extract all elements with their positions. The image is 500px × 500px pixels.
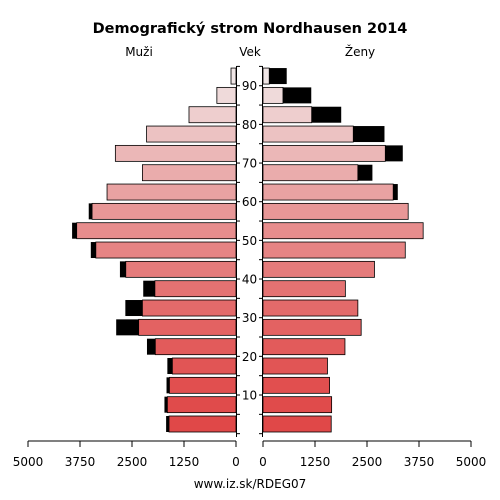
male-excess-50-54 (72, 222, 77, 239)
x-tick-label-left: 1250 (169, 455, 200, 469)
male-excess-55-59 (88, 203, 93, 220)
age-label-60: 60 (242, 195, 257, 209)
male-excess-25-29 (116, 319, 139, 336)
age-label-50: 50 (242, 234, 257, 248)
female-bar-70-74 (262, 144, 386, 162)
left-side-label: Muži (125, 45, 153, 59)
age-label-30: 30 (242, 311, 257, 325)
age-label-20: 20 (242, 350, 257, 364)
footer-url: www.iz.sk/RDEG07 (194, 477, 307, 491)
male-bar-10-14 (169, 376, 237, 394)
female-excess-85-89 (282, 87, 312, 104)
male-bar-0-4 (168, 415, 237, 433)
female-bar-50-54 (262, 222, 424, 240)
male-bar-80-84 (188, 106, 237, 124)
male-excess-40-44 (119, 261, 126, 278)
male-bar-40-44 (125, 260, 237, 278)
female-bar-20-24 (262, 338, 346, 356)
age-label-80: 80 (242, 118, 257, 132)
female-excess-80-84 (311, 106, 342, 123)
x-tick-label-left: 2500 (117, 455, 148, 469)
female-bar-30-34 (262, 299, 359, 317)
male-bar-25-29 (138, 318, 237, 336)
male-excess-10-14 (166, 377, 170, 394)
female-bar-45-49 (262, 241, 406, 259)
chart-title: Demografický strom Nordhausen 2014 (93, 21, 408, 37)
male-excess-15-19 (167, 358, 173, 375)
female-bar-75-79 (262, 125, 354, 143)
x-tick-label-left: 5000 (13, 455, 44, 469)
female-bar-40-44 (262, 260, 375, 278)
male-excess-0-4 (166, 416, 170, 432)
female-bar-80-84 (262, 106, 313, 124)
x-tick-label-right: 1250 (300, 455, 331, 469)
male-excess-35-39 (143, 280, 155, 297)
x-tick-label-left: 0 (232, 455, 240, 469)
age-label-10: 10 (242, 389, 257, 403)
x-tick-label-right: 0 (259, 455, 267, 469)
female-excess-70-74 (385, 145, 403, 162)
female-bar-10-14 (262, 376, 330, 394)
male-bar-20-24 (154, 338, 237, 356)
female-bar-60-64 (262, 183, 394, 201)
male-bar-90-94 (230, 67, 237, 85)
male-bar-75-79 (146, 125, 237, 143)
male-bar-65-69 (141, 164, 237, 182)
male-excess-5-9 (164, 396, 168, 413)
male-excess-45-49 (90, 242, 96, 259)
x-tick-label-right: 5000 (456, 455, 487, 469)
female-excess-60-64 (393, 184, 398, 201)
male-bar-45-49 (95, 241, 237, 259)
age-axis: 10 20 30 40 50 60 70 80 90 (236, 65, 263, 437)
x-tick-label-right: 3750 (404, 455, 435, 469)
x-tick-label-left: 3750 (65, 455, 96, 469)
female-bar-55-59 (262, 202, 409, 220)
center-axis-label: Vek (239, 45, 261, 59)
age-label-90: 90 (242, 79, 257, 93)
right-side-label: Ženy (345, 44, 375, 59)
male-bar-30-34 (141, 299, 237, 317)
age-label-70: 70 (242, 157, 257, 171)
male-bar-15-19 (171, 357, 237, 375)
male-excess-30-34 (125, 300, 143, 317)
male-bar-70-74 (114, 144, 237, 162)
female-bar-0-4 (262, 415, 332, 433)
female-bar-35-39 (262, 280, 346, 298)
female-bar-5-9 (262, 396, 333, 414)
male-bar-35-39 (154, 280, 237, 298)
female-bar-25-29 (262, 318, 362, 336)
male-bar-50-54 (76, 222, 237, 240)
male-excess-20-24 (146, 338, 156, 355)
female-bar-15-19 (262, 357, 328, 375)
x-tick-label-right: 2500 (352, 455, 383, 469)
male-bar-5-9 (166, 396, 237, 414)
female-bar-65-69 (262, 164, 359, 182)
male-bars (72, 67, 237, 433)
male-bar-60-64 (106, 183, 237, 201)
x-axis: 5000 0 3750 1250 2500 2500 1250 3750 0 5000 (13, 440, 487, 469)
age-label-40: 40 (242, 273, 257, 287)
male-bar-85-89 (216, 86, 237, 104)
female-bars (262, 67, 424, 433)
female-excess-75-79 (353, 126, 385, 143)
female-bar-85-89 (262, 86, 284, 104)
female-excess-90-94 (269, 68, 287, 85)
female-bar-90-94 (262, 67, 270, 85)
female-excess-65-69 (357, 164, 373, 181)
male-bar-55-59 (91, 202, 237, 220)
